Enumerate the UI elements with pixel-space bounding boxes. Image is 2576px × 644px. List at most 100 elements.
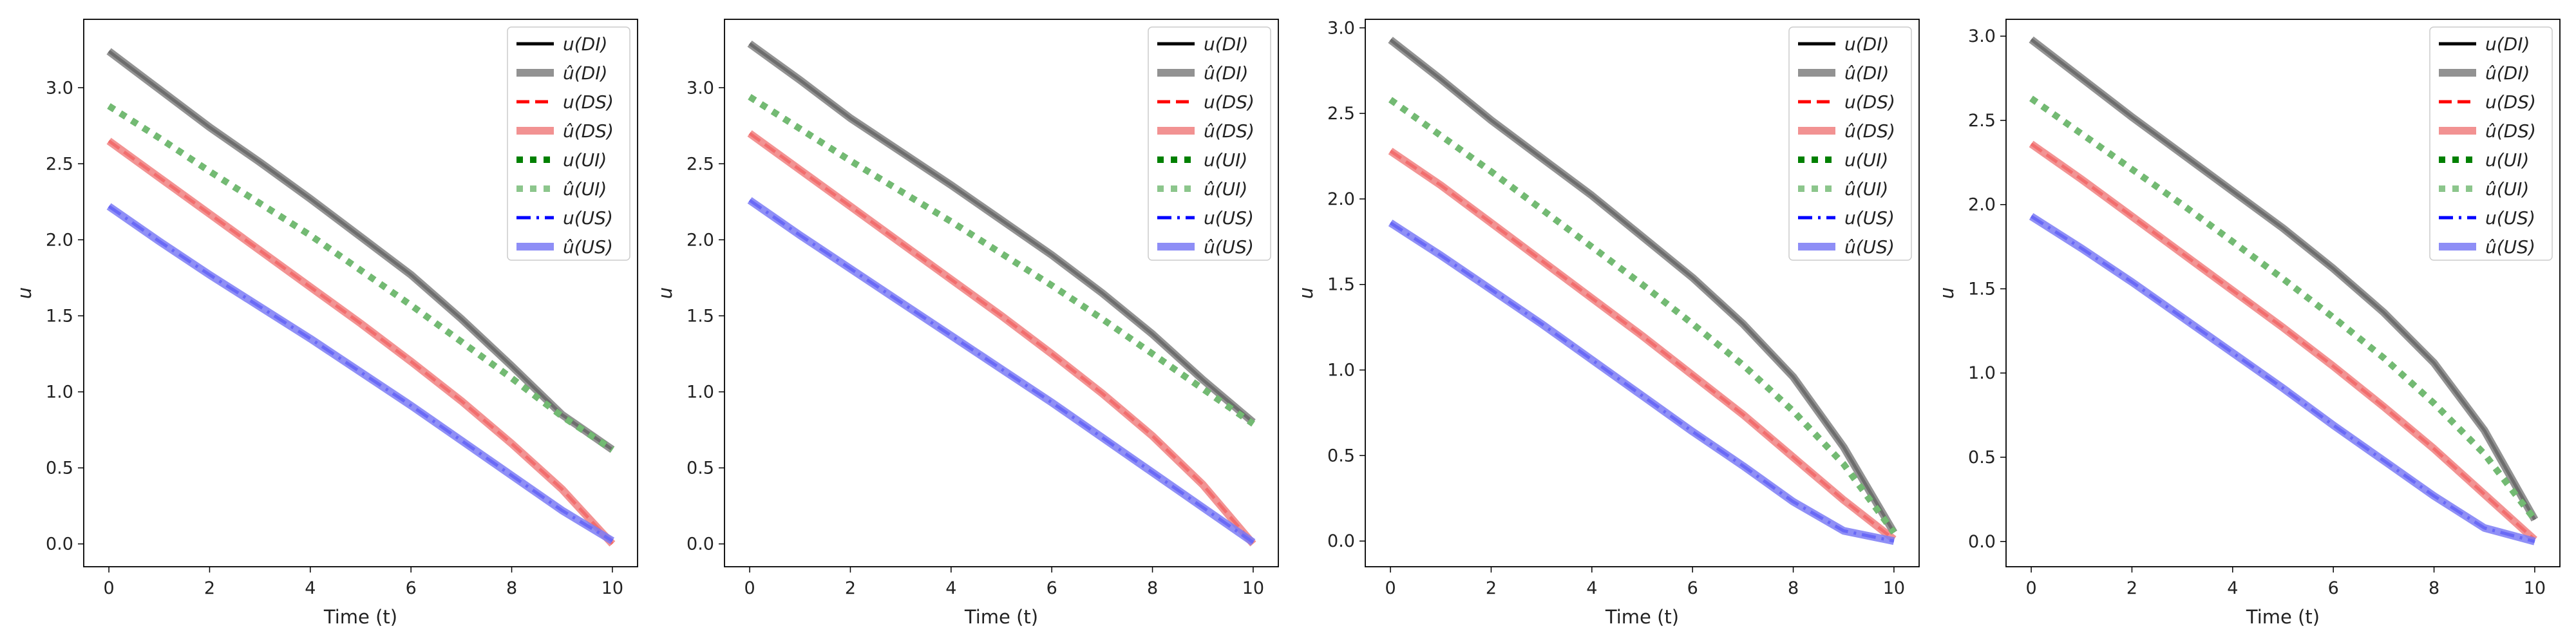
legend-label: u(UI): [1204, 149, 1247, 171]
y-tick-label: 1.0: [1327, 361, 1355, 381]
series-line-1: [106, 48, 615, 453]
legend-label: u(UI): [1844, 149, 1888, 171]
axes-frame: [83, 19, 638, 567]
series-group: [747, 40, 1256, 547]
y-tick-label: 0.5: [46, 459, 73, 478]
y-tick-label: 0.0: [1327, 531, 1355, 551]
x-tick-label: 8: [1788, 578, 1799, 598]
y-tick-label: 0.0: [687, 535, 714, 554]
chart-panel-1: 0 2 4 6 8 10 0.0 0.5 1.0 1.5 2.0 2.5 3.0 Time (t) u u(D…: [14, 19, 638, 628]
y-tick-label: 3.0: [1327, 18, 1355, 38]
legend-label: û(DI): [1844, 62, 1889, 84]
x-tick-label: 6: [1046, 578, 1057, 598]
legend-label: u(UI): [2485, 149, 2529, 171]
legend-box: [507, 26, 630, 261]
y-axis-label: u: [1295, 287, 1317, 299]
legend-label: û(UI): [2485, 178, 2529, 200]
x-tick-label: 10: [1242, 578, 1264, 598]
legend-label: û(DS): [563, 120, 614, 142]
x-tick-label: 2: [204, 578, 215, 598]
legend-label: û(US): [1204, 236, 1254, 258]
x-tick-label: 0: [1385, 578, 1396, 598]
x-axis-label: Time (t): [1605, 606, 1679, 628]
chart-panel-4: 0 2 4 6 8 10 0.0 0.5 1.0 1.5 2.0 2.5 3.0 Time (t) u u(D…: [1936, 19, 2561, 628]
y-axis-label: u: [14, 287, 35, 299]
y-tick-label: 1.5: [1968, 279, 1996, 299]
legend-label: û(DS): [1844, 120, 1895, 142]
legend-label: u(US): [1204, 207, 1254, 229]
x-tick-label: 6: [1687, 578, 1698, 598]
legend-label: u(DS): [1204, 91, 1255, 113]
legend-label: u(UI): [563, 149, 607, 171]
y-tick-label: 0.5: [1327, 446, 1355, 466]
series-line-1: [1388, 37, 1898, 535]
x-tick-label: 6: [406, 578, 417, 598]
legend-label: û(DI): [563, 62, 607, 84]
legend-label: u(DI): [2485, 33, 2530, 55]
legend-label: u(DI): [563, 33, 607, 55]
series-line-3: [2029, 140, 2537, 543]
x-tick-label: 2: [2126, 578, 2137, 598]
y-tick-label: 2.0: [687, 230, 714, 250]
legend-label: û(DI): [1204, 62, 1248, 84]
legend-label: û(US): [2485, 236, 2535, 258]
series-group: [106, 48, 616, 547]
y-tick-label: 3.0: [687, 78, 714, 98]
x-axis-label: Time (t): [2246, 606, 2320, 628]
legend-box: [1788, 26, 1912, 261]
legend-label: u(DI): [1204, 33, 1248, 55]
series-line-7: [747, 197, 1256, 546]
y-tick-label: 3.0: [1968, 26, 1996, 46]
legend-label: u(DS): [563, 91, 614, 113]
x-tick-label: 0: [2025, 578, 2036, 598]
legend-label: û(UI): [1844, 178, 1888, 200]
series-line-3: [1388, 147, 1897, 543]
x-axis-label: Time (t): [964, 606, 1038, 628]
y-tick-label: 2.0: [1968, 195, 1996, 215]
legend-label: u(DS): [1844, 91, 1895, 113]
legend-label: u(DS): [2485, 91, 2536, 113]
legend-label: û(DS): [1204, 120, 1255, 142]
y-tick-label: 2.5: [687, 154, 714, 174]
y-tick-label: 2.0: [1327, 189, 1355, 209]
legend: u(DI) û(DI) u(DS) û(DS) u(UI) û(UI) u(US) û(US): [2429, 26, 2553, 261]
x-tick-label: 6: [2328, 578, 2339, 598]
y-tick-label: 1.5: [687, 306, 714, 326]
y-tick-label: 2.5: [46, 154, 73, 174]
x-tick-label: 10: [1883, 578, 1905, 598]
chart-panel-2: 0 2 4 6 8 10 0.0 0.5 1.0 1.5 2.0 2.5 3.0 Time (t) u u(D…: [654, 19, 1279, 628]
series-line-5: [1388, 97, 1897, 535]
axes-frame: [2005, 19, 2561, 567]
y-axis-label: u: [654, 287, 676, 299]
series-group: [1388, 37, 1898, 545]
legend: u(DI) û(DI) u(DS) û(DS) u(UI) û(UI) u(US) û(US): [507, 26, 630, 261]
legend-label: u(US): [1844, 207, 1895, 229]
x-tick-label: 8: [506, 578, 517, 598]
y-axis-label: u: [1936, 287, 1958, 299]
legend-label: û(US): [1844, 236, 1895, 258]
chart-panel-3: 0 2 4 6 8 10 0.0 0.5 1.0 1.5 2.0 2.5 3.0 Time (t) u u(D…: [1295, 18, 1920, 628]
axes-frame: [1365, 19, 1920, 567]
legend: u(DI) û(DI) u(DS) û(DS) u(UI) û(UI) u(US) û(US): [1148, 26, 1271, 261]
legend-label: û(DI): [2485, 62, 2530, 84]
x-tick-label: 4: [2227, 578, 2238, 598]
y-tick-label: 1.0: [1968, 363, 1996, 383]
series-line-1: [2029, 36, 2539, 522]
y-tick-label: 3.0: [46, 78, 73, 98]
x-tick-label: 4: [1586, 578, 1597, 598]
x-tick-label: 4: [305, 578, 316, 598]
legend-label: û(UI): [1204, 178, 1247, 200]
y-tick-label: 1.5: [1327, 275, 1355, 295]
series-line-7: [106, 203, 615, 545]
series-line-5: [748, 94, 1255, 427]
y-tick-label: 1.0: [687, 382, 714, 402]
x-tick-label: 10: [2524, 578, 2546, 598]
y-tick-label: 0.5: [687, 459, 714, 478]
axes-frame: [724, 19, 1279, 567]
x-tick-label: 2: [1486, 578, 1497, 598]
x-axis-label: Time (t): [323, 606, 397, 628]
legend-label: û(US): [563, 236, 613, 258]
x-tick-label: 8: [2429, 578, 2439, 598]
y-tick-label: 1.0: [46, 382, 73, 402]
